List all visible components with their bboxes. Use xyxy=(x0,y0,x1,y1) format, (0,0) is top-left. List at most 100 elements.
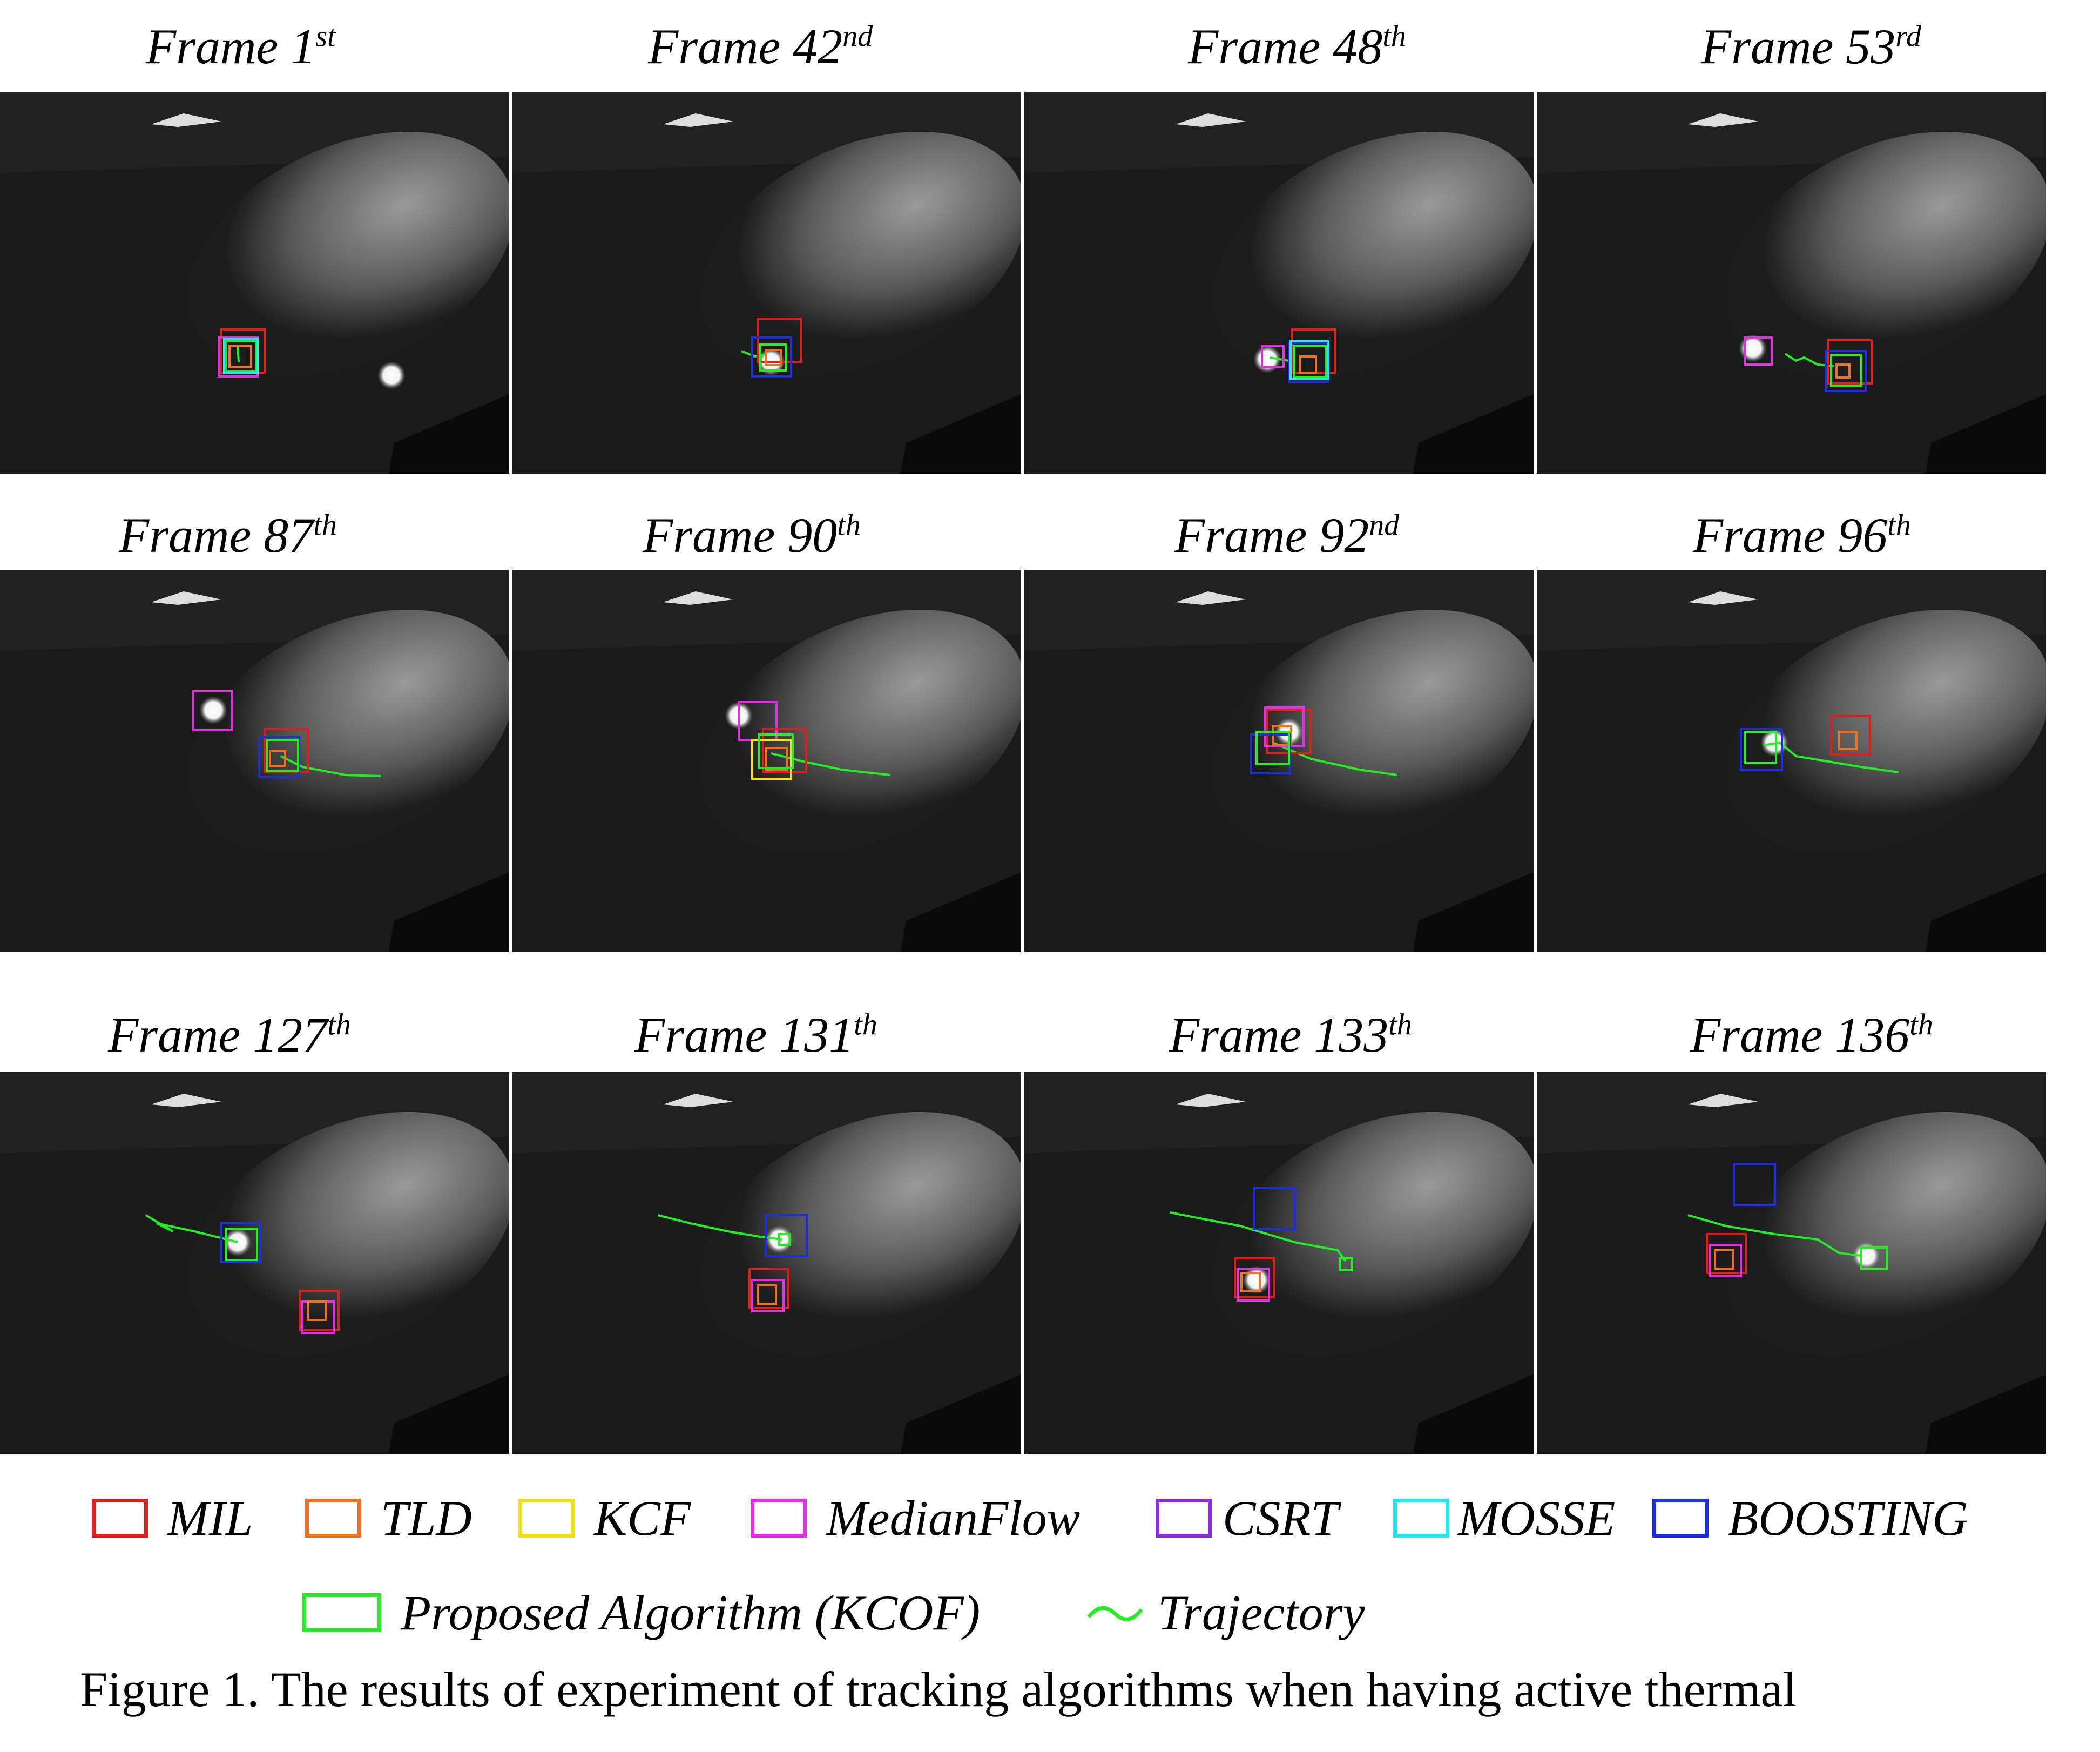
tracking-box xyxy=(1740,728,1783,771)
tracking-box xyxy=(1827,339,1873,385)
thermal-frame-panel xyxy=(0,570,509,952)
trajectory-line xyxy=(237,345,240,362)
thermal-frame-panel xyxy=(1024,1072,1534,1454)
tracking-box xyxy=(765,1214,808,1257)
legend-kcf: KCF xyxy=(518,1493,691,1543)
hand-region xyxy=(187,609,509,854)
thermal-frame-panel xyxy=(512,570,1021,952)
tracking-box xyxy=(1339,1257,1353,1271)
frame-title-87: Frame 87th xyxy=(119,508,337,563)
frame-title-90: Frame 90th xyxy=(643,508,861,563)
legend-proposed: Proposed Algorithm (KCOF) xyxy=(302,1588,980,1638)
thermal-image xyxy=(0,1072,509,1454)
thermal-image xyxy=(1537,570,2046,952)
trajectory-line xyxy=(1170,1211,1347,1262)
thermal-frame-panel xyxy=(1024,570,1534,952)
tracking-box xyxy=(1714,1249,1734,1270)
csrt-swatch-icon xyxy=(1156,1499,1212,1538)
hand-region xyxy=(1724,1111,2046,1357)
tracking-box xyxy=(757,318,802,363)
frame-title-136: Frame 136th xyxy=(1690,1007,1933,1062)
tracking-box xyxy=(1838,731,1858,750)
tracking-box xyxy=(765,349,782,366)
tracking-box xyxy=(758,733,794,769)
legend-csrt: CSRT xyxy=(1156,1493,1339,1543)
trajectory-line xyxy=(1272,742,1397,776)
tracking-box xyxy=(1706,1233,1747,1274)
tracking-box xyxy=(192,690,233,731)
tracking-box xyxy=(307,1300,327,1321)
tracking-box xyxy=(748,1268,789,1309)
frame-title-127: Frame 127th xyxy=(108,1007,351,1062)
thermal-image xyxy=(1024,1072,1534,1454)
tracking-box xyxy=(223,338,259,374)
hand-region xyxy=(1212,609,1534,854)
thermal-image xyxy=(1537,1072,2046,1454)
tracking-box xyxy=(299,1290,340,1331)
hand-region xyxy=(187,131,509,376)
tracking-box xyxy=(266,739,299,772)
hand-region xyxy=(1724,131,2046,376)
trajectory-line xyxy=(1784,353,1834,367)
hand-region xyxy=(699,1111,1021,1357)
thermal-image xyxy=(512,570,1021,952)
kcf-swatch-icon xyxy=(518,1499,575,1538)
tracking-box xyxy=(225,1228,258,1261)
tracking-box xyxy=(1830,354,1862,387)
thermal-frame-panel xyxy=(1537,92,2046,474)
heat-spot xyxy=(377,361,406,389)
thermal-image xyxy=(512,92,1021,474)
mil-swatch-icon xyxy=(92,1499,148,1538)
trajectory-line xyxy=(145,1214,238,1243)
tracking-box xyxy=(1240,1272,1261,1292)
tracking-box xyxy=(1733,1163,1776,1206)
tracking-box xyxy=(1860,1246,1888,1270)
tracking-box xyxy=(1234,1257,1275,1298)
legend-tld: TLD xyxy=(305,1493,472,1543)
tracking-box xyxy=(1261,345,1285,368)
tracking-box xyxy=(1255,731,1290,765)
tracking-box xyxy=(765,747,788,771)
trajectory-line xyxy=(1687,1214,1861,1257)
tracking-box xyxy=(751,739,792,780)
frame-title-1: Frame 1st xyxy=(146,19,336,74)
tracking-box xyxy=(751,1279,785,1312)
thermal-frame-panel xyxy=(1024,92,1534,474)
thermal-frame-panel xyxy=(0,1072,509,1454)
tracking-box xyxy=(1253,1187,1296,1230)
tracking-box xyxy=(1237,1268,1270,1302)
thermal-image xyxy=(1024,92,1534,474)
mosse-swatch-icon xyxy=(1393,1499,1449,1538)
tracking-box xyxy=(778,1233,791,1246)
thermal-frame-panel xyxy=(512,1072,1021,1454)
heat-spot xyxy=(199,696,227,724)
tracking-box xyxy=(762,728,807,773)
boosting-swatch-icon xyxy=(1652,1499,1709,1538)
frame-title-53: Frame 53rd xyxy=(1701,19,1921,74)
legend-boosting: BOOSTING xyxy=(1652,1493,1968,1543)
tracking-box xyxy=(1709,1244,1742,1277)
thermal-image xyxy=(1537,92,2046,474)
tracking-box xyxy=(269,750,286,767)
trajectory-line xyxy=(1763,741,1899,773)
trajectory-line xyxy=(280,755,381,777)
tracking-box xyxy=(1825,350,1867,392)
hand-region xyxy=(699,131,1021,376)
hand-region xyxy=(1724,609,2046,854)
thermal-image xyxy=(0,92,509,474)
thermal-image xyxy=(512,1072,1021,1454)
tracking-box xyxy=(1289,340,1329,380)
thermal-frame-panel xyxy=(1537,570,2046,952)
tracking-box xyxy=(220,1222,261,1263)
thermal-image xyxy=(0,570,509,952)
proposed-swatch-icon xyxy=(302,1593,381,1632)
frame-title-92: Frame 92nd xyxy=(1174,508,1400,563)
legend-trajectory: Trajectory xyxy=(1085,1588,1365,1638)
tracking-box xyxy=(1299,355,1317,374)
frame-title-42: Frame 42nd xyxy=(648,19,873,74)
tld-swatch-icon xyxy=(305,1499,361,1538)
trajectory-line-icon xyxy=(1087,1606,1143,1621)
tracking-box xyxy=(1264,706,1305,747)
tracking-box xyxy=(1744,731,1777,764)
tracking-box xyxy=(751,336,792,378)
